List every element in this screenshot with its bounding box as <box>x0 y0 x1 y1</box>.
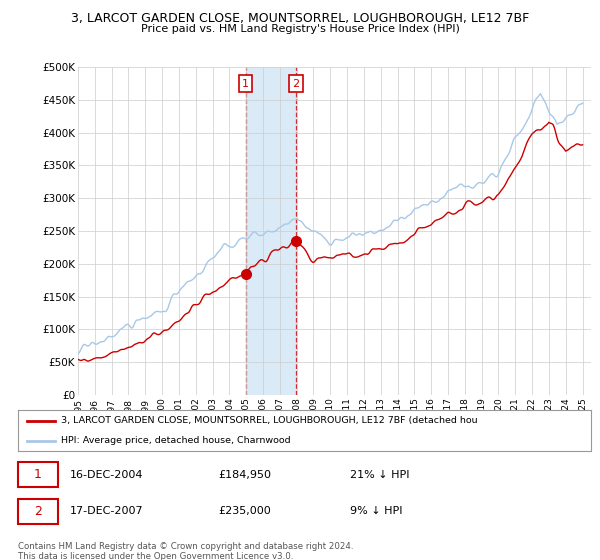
Text: 3, LARCOT GARDEN CLOSE, MOUNTSORREL, LOUGHBOROUGH, LE12 7BF: 3, LARCOT GARDEN CLOSE, MOUNTSORREL, LOU… <box>71 12 529 25</box>
FancyBboxPatch shape <box>18 498 58 524</box>
Text: HPI: Average price, detached house, Charnwood: HPI: Average price, detached house, Char… <box>61 436 290 445</box>
Text: 1: 1 <box>242 78 249 88</box>
Text: 1: 1 <box>34 468 42 481</box>
Text: Contains HM Land Registry data © Crown copyright and database right 2024.
This d: Contains HM Land Registry data © Crown c… <box>18 542 353 560</box>
Text: 16-DEC-2004: 16-DEC-2004 <box>70 470 143 479</box>
Text: £235,000: £235,000 <box>218 506 271 516</box>
Text: 2: 2 <box>292 78 299 88</box>
Text: £184,950: £184,950 <box>218 470 272 479</box>
Text: 17-DEC-2007: 17-DEC-2007 <box>70 506 143 516</box>
FancyBboxPatch shape <box>18 462 58 487</box>
Text: 9% ↓ HPI: 9% ↓ HPI <box>350 506 403 516</box>
Text: 2: 2 <box>34 505 42 517</box>
Text: Price paid vs. HM Land Registry's House Price Index (HPI): Price paid vs. HM Land Registry's House … <box>140 24 460 34</box>
Text: 21% ↓ HPI: 21% ↓ HPI <box>350 470 410 479</box>
Text: 3, LARCOT GARDEN CLOSE, MOUNTSORREL, LOUGHBOROUGH, LE12 7BF (detached hou: 3, LARCOT GARDEN CLOSE, MOUNTSORREL, LOU… <box>61 416 478 425</box>
Bar <box>245 67 296 395</box>
